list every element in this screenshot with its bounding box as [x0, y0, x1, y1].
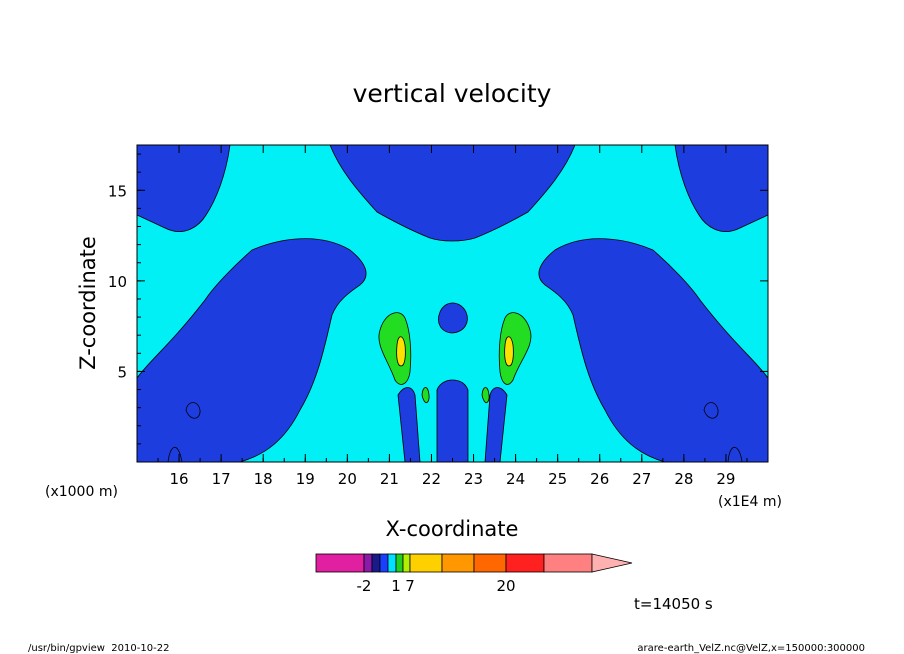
colorbar-segment: [371, 553, 381, 573]
x-tick-label: 26: [590, 470, 609, 488]
x-tick-label: 28: [674, 470, 693, 488]
x-tick-label: 16: [170, 470, 189, 488]
plot-area: [136, 144, 769, 463]
colorbar-tick-label: 20: [496, 577, 515, 595]
y-tick-label: 10: [108, 273, 127, 291]
x-tick-label: 24: [506, 470, 525, 488]
colorbar-segment: [409, 553, 443, 573]
colorbar-segment: [315, 553, 365, 573]
contour-green-core: [378, 312, 412, 385]
colorbar-segment: [543, 553, 593, 573]
colorbar-labels: -2 1 7 20: [357, 577, 516, 595]
contour-green-small: [481, 387, 490, 403]
contour-yellow-core: [504, 336, 514, 367]
colorbar-segment: [363, 553, 373, 573]
x-unit-left: (x1000 m): [45, 484, 118, 500]
x-tick-label: 21: [380, 470, 399, 488]
x-tick-label: 22: [422, 470, 441, 488]
contour-upper-band: [674, 144, 769, 232]
colorbar-segment: [441, 553, 475, 573]
contour-green-small: [421, 387, 430, 403]
time-label: t=14050 s: [634, 595, 713, 613]
colorbar-arrow: [591, 553, 633, 573]
x-unit-right: (x1E4 m): [718, 494, 782, 510]
contour-yellow-core: [396, 336, 406, 367]
chart-title: vertical velocity: [353, 79, 552, 108]
contour-central-blob: [438, 302, 468, 334]
x-tick-label: 18: [254, 470, 273, 488]
x-tick-label: 23: [464, 470, 483, 488]
x-tick-label: 29: [716, 470, 735, 488]
colorbar-tick-label: -2: [357, 577, 372, 595]
contour-green-core: [498, 312, 532, 385]
footer-right: arare-earth_VelZ.nc@VelZ,x=150000:300000: [637, 643, 865, 654]
x-tick-label: 17: [212, 470, 231, 488]
x-tick-label: 25: [548, 470, 567, 488]
colorbar-segment: [379, 553, 389, 573]
colorbar-segment: [395, 553, 404, 573]
contour-upper-band: [329, 144, 576, 242]
contour-small-blob: [185, 402, 201, 419]
y-axis: 5 10 15: [108, 153, 768, 445]
x-axis: 16 17 18 19 20 21 22 23 24 25 26 27 28 29: [157, 145, 748, 488]
contour-central-column: [436, 379, 469, 463]
y-tick-label: 15: [108, 182, 127, 200]
x-axis-label: X-coordinate: [386, 517, 519, 541]
colorbar-segment: [402, 553, 411, 573]
colorbar: [315, 553, 633, 573]
colorbar-tick-label: 1: [391, 577, 401, 595]
contour-inner-lobe: [484, 387, 508, 463]
colorbar-segment: [473, 553, 507, 573]
contour-small-blob: [703, 402, 719, 419]
colorbar-segment: [505, 553, 545, 573]
footer-left: /usr/bin/gpview 2010-10-22: [28, 643, 169, 654]
contour-upper-band: [136, 144, 231, 232]
x-tick-label: 20: [338, 470, 357, 488]
y-axis-label: Z-coordinate: [76, 236, 100, 370]
colorbar-segment: [387, 553, 397, 573]
x-tick-label: 19: [296, 470, 315, 488]
y-tick-label: 5: [117, 363, 127, 381]
contour-inner-lobe: [397, 387, 421, 463]
x-tick-label: 27: [632, 470, 651, 488]
colorbar-tick-label: 7: [405, 577, 415, 595]
